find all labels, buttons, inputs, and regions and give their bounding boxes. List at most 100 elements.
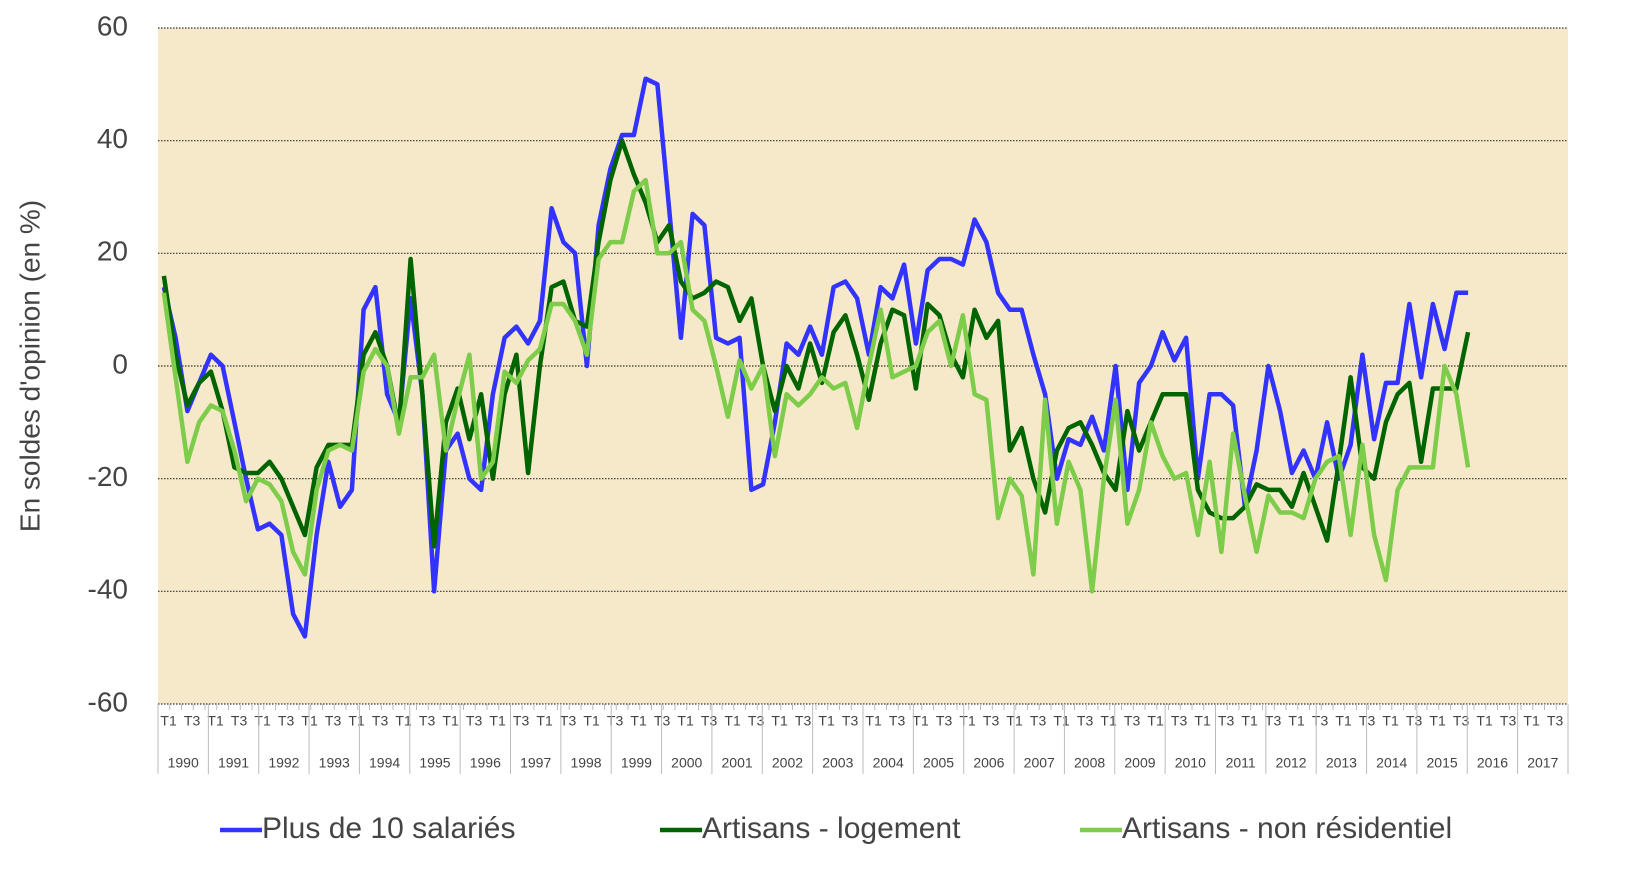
x-tick-label: T1 <box>1241 713 1258 729</box>
group-label: 2005 <box>923 755 954 771</box>
x-tick-label: T3 <box>1453 713 1470 729</box>
group-label: 2008 <box>1074 755 1105 771</box>
group-label: 2006 <box>973 755 1004 771</box>
group-label: 2013 <box>1326 755 1357 771</box>
group-label: 2012 <box>1275 755 1306 771</box>
x-tick-label: T3 <box>1547 713 1564 729</box>
x-tick-label: T3 <box>1124 713 1141 729</box>
group-label: 2011 <box>1226 755 1256 771</box>
x-tick-label: T3 <box>560 713 577 729</box>
x-tick-label: T3 <box>1077 713 1094 729</box>
x-tick-label: T1 <box>1053 713 1070 729</box>
x-tick-label: T1 <box>1194 713 1211 729</box>
x-tick-label: T1 <box>442 713 459 729</box>
group-label: 1999 <box>621 755 652 771</box>
x-tick-label: T1 <box>489 713 506 729</box>
x-tick-label: T3 <box>795 713 812 729</box>
y-tick-label: -20 <box>88 461 128 492</box>
x-tick-label: T1 <box>207 713 224 729</box>
x-tick-label: T3 <box>278 713 295 729</box>
x-tick-label: T1 <box>254 713 271 729</box>
legend-label: Plus de 10 salariés <box>262 812 515 845</box>
y-tick-label: 60 <box>97 10 128 41</box>
x-tick-label: T3 <box>1171 713 1188 729</box>
x-tick-label: T1 <box>583 713 600 729</box>
y-axis-title: En soldes d'opinion (en %) <box>14 200 45 532</box>
group-label: 2004 <box>873 755 904 771</box>
y-tick-label: 0 <box>112 348 128 379</box>
group-label: 2010 <box>1175 755 1206 771</box>
group-label: 2002 <box>772 755 803 771</box>
x-tick-label: T3 <box>748 713 765 729</box>
x-tick-label: T3 <box>842 713 859 729</box>
series-line <box>161 76 1469 639</box>
x-tick-label: T3 <box>607 713 624 729</box>
x-tick-label: T1 <box>724 713 741 729</box>
x-tick-label: T3 <box>513 713 530 729</box>
x-tick-label: T1 <box>1523 713 1540 729</box>
x-tick-label: T1 <box>1147 713 1164 729</box>
x-tick-label: T3 <box>1265 713 1282 729</box>
x-tick-label: T1 <box>630 713 647 729</box>
group-label: 2007 <box>1024 755 1055 771</box>
x-tick-label: T3 <box>1030 713 1047 729</box>
x-tick-label: T1 <box>395 713 412 729</box>
y-tick-label: 20 <box>97 236 128 267</box>
x-tick-label: T1 <box>1288 713 1305 729</box>
x-tick-label: T1 <box>1382 713 1399 729</box>
x-tick-label: T3 <box>983 713 1000 729</box>
group-label: 1990 <box>168 755 199 771</box>
x-tick-label: T3 <box>1500 713 1517 729</box>
x-tick-label: T1 <box>771 713 788 729</box>
x-tick-label: T3 <box>466 713 483 729</box>
x-tick-label: T3 <box>325 713 342 729</box>
group-label: 1994 <box>369 755 400 771</box>
group-label: 1998 <box>570 755 601 771</box>
x-tick-label: T3 <box>1312 713 1329 729</box>
x-tick-label: T1 <box>1429 713 1446 729</box>
x-tick-label: T3 <box>419 713 436 729</box>
x-tick-label: T3 <box>1359 713 1376 729</box>
x-tick-label: T3 <box>372 713 389 729</box>
group-label: 1996 <box>470 755 501 771</box>
y-tick-label: -60 <box>88 686 128 717</box>
group-label: 1992 <box>268 755 299 771</box>
series-line <box>161 177 1471 594</box>
x-tick-label: T1 <box>865 713 882 729</box>
group-label: 1993 <box>319 755 350 771</box>
x-tick-label: T1 <box>912 713 929 729</box>
group-label: 2016 <box>1477 755 1508 771</box>
x-tick-label: T1 <box>1100 713 1117 729</box>
x-tick-label: T3 <box>701 713 718 729</box>
group-label: 2017 <box>1527 755 1558 771</box>
x-tick-label: T3 <box>889 713 906 729</box>
x-tick-label: T1 <box>301 713 318 729</box>
x-tick-label: T1 <box>160 713 177 729</box>
x-tick-label: T3 <box>654 713 671 729</box>
group-label: 2001 <box>722 755 753 771</box>
x-tick-label: T1 <box>959 713 976 729</box>
x-tick-label: T1 <box>1335 713 1352 729</box>
group-label: 2014 <box>1376 755 1407 771</box>
group-label: 2015 <box>1427 755 1458 771</box>
group-label: 2003 <box>822 755 853 771</box>
y-tick-label: -40 <box>88 574 128 605</box>
x-tick-label: T1 <box>818 713 835 729</box>
x-tick-label: T1 <box>348 713 365 729</box>
x-tick-label: T1 <box>677 713 694 729</box>
x-tick-label: T1 <box>1006 713 1023 729</box>
series-line <box>161 138 1471 549</box>
group-label: 2000 <box>671 755 702 771</box>
x-tick-label: T3 <box>936 713 953 729</box>
x-tick-label: T3 <box>1218 713 1235 729</box>
legend-label: Artisans - logement <box>702 812 961 845</box>
x-tick-label: T1 <box>536 713 553 729</box>
group-label: 1991 <box>218 755 249 771</box>
y-tick-label: 40 <box>97 123 128 154</box>
x-tick-label: T3 <box>184 713 201 729</box>
x-tick-label: T3 <box>231 713 248 729</box>
group-label: 1995 <box>419 755 450 771</box>
group-label: 1997 <box>520 755 551 771</box>
legend-label: Artisans - non résidentiel <box>1122 812 1452 845</box>
